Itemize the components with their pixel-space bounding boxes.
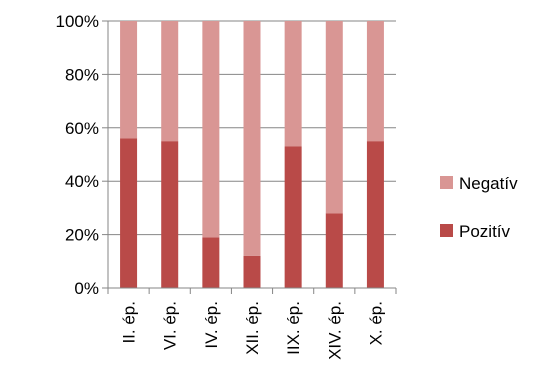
x-category-label: VI. ép.: [161, 301, 180, 350]
y-tick-label: 80%: [65, 65, 99, 84]
bar-pozitív: [325, 213, 343, 288]
bar-pozitív: [366, 141, 384, 288]
axes: [102, 20, 397, 294]
x-category-label: X. ép.: [366, 301, 385, 345]
bar-negatív: [243, 21, 261, 256]
y-tick-label: 60%: [65, 119, 99, 138]
bar-pozitív: [120, 138, 138, 288]
y-axis-tick-labels: 0% 20% 40% 60% 80% 100%: [56, 12, 99, 298]
legend-label: Pozitív: [459, 222, 511, 241]
y-tick-label: 40%: [65, 172, 99, 191]
bar-negatív: [202, 21, 220, 238]
x-category-label: XII. ép.: [243, 301, 262, 355]
x-category-label: IIX. ép.: [284, 301, 303, 355]
bar-negatív: [325, 21, 343, 214]
bar-pozitív: [243, 255, 261, 288]
y-tick-label: 20%: [65, 226, 99, 245]
bar-negatív: [366, 21, 384, 142]
y-tick-label: 100%: [56, 12, 99, 31]
bar-negatív: [120, 21, 138, 139]
bars: [120, 21, 384, 288]
legend-swatch: [440, 176, 453, 189]
legend: Negatív Pozitív: [440, 174, 518, 241]
bar-negatív: [161, 21, 179, 142]
bar-pozitív: [284, 146, 302, 288]
bar-pozitív: [202, 237, 220, 288]
x-category-label: II. ép.: [120, 301, 139, 344]
legend-swatch: [440, 224, 453, 237]
y-tick-label: 0%: [74, 279, 99, 298]
bar-negatív: [284, 21, 302, 147]
bar-pozitív: [161, 141, 179, 288]
legend-label: Negatív: [459, 174, 518, 193]
x-axis-category-labels: II. ép. VI. ép. IV. ép. XII. ép. IIX. ép. XIV…: [120, 301, 386, 360]
x-category-label: XIV. ép.: [325, 301, 344, 360]
x-category-label: IV. ép.: [202, 301, 221, 349]
